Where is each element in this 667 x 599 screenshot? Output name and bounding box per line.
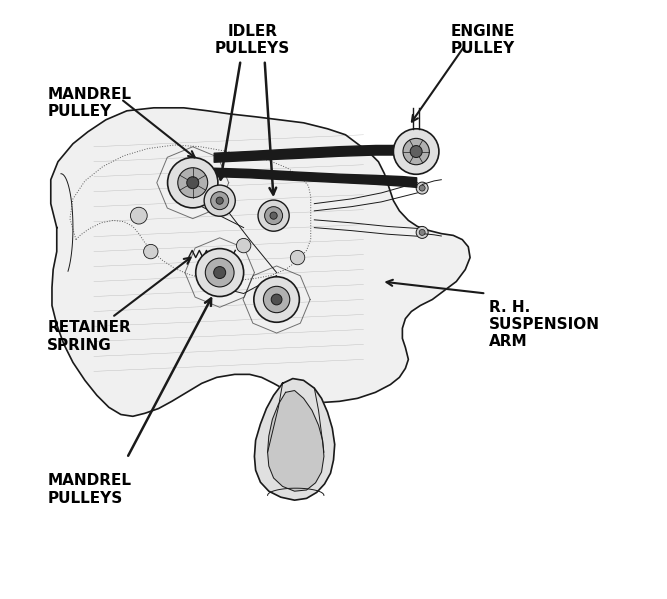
Circle shape [187, 177, 199, 189]
Polygon shape [51, 108, 470, 416]
Circle shape [131, 207, 147, 224]
Text: ENGINE
PULLEY: ENGINE PULLEY [450, 24, 515, 56]
Circle shape [419, 185, 425, 191]
Text: MANDREL
PULLEYS: MANDREL PULLEYS [47, 473, 131, 506]
Circle shape [216, 197, 223, 204]
Circle shape [403, 138, 430, 165]
Text: R. H.
SUSPENSION
ARM: R. H. SUSPENSION ARM [489, 300, 600, 349]
Circle shape [204, 185, 235, 216]
Polygon shape [254, 379, 335, 500]
Circle shape [205, 258, 234, 287]
Circle shape [265, 207, 283, 225]
Circle shape [410, 146, 422, 158]
Circle shape [416, 226, 428, 238]
Circle shape [416, 182, 428, 194]
Polygon shape [267, 391, 324, 491]
Text: RETAINER
SPRING: RETAINER SPRING [47, 320, 131, 353]
Circle shape [290, 250, 305, 265]
Circle shape [270, 212, 277, 219]
Text: MANDREL
PULLEY: MANDREL PULLEY [47, 87, 131, 119]
Circle shape [394, 129, 439, 174]
Circle shape [258, 200, 289, 231]
Circle shape [271, 294, 282, 305]
Circle shape [195, 249, 243, 297]
Circle shape [419, 229, 425, 235]
Circle shape [167, 158, 218, 208]
Circle shape [263, 286, 289, 313]
Circle shape [254, 277, 299, 322]
Text: IDLER
PULLEYS: IDLER PULLEYS [215, 24, 290, 56]
Circle shape [211, 192, 229, 210]
Circle shape [237, 238, 251, 253]
Circle shape [178, 168, 207, 198]
Circle shape [143, 244, 158, 259]
Circle shape [213, 267, 225, 279]
